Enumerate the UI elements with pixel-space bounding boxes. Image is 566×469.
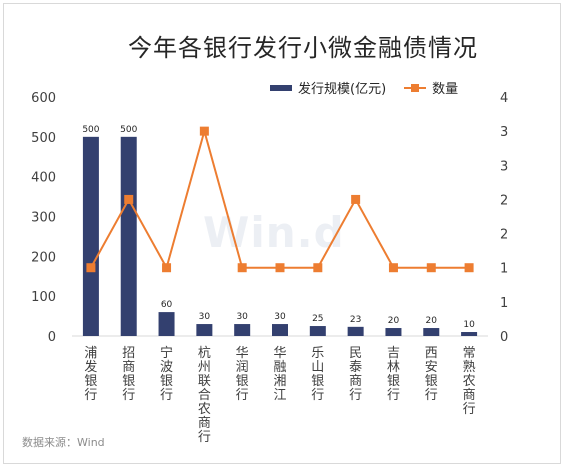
bar-data-label: 20 (388, 316, 400, 326)
bar (385, 328, 402, 336)
bar (461, 332, 478, 336)
y-right-tick-label: 1 (500, 262, 508, 277)
legend-item-scale: 发行规模(亿元) (270, 78, 386, 97)
legend-line-swatch (404, 83, 427, 92)
count-line (90, 127, 470, 271)
y-left-tick-label: 400 (31, 171, 56, 186)
y-left-tick-label: 300 (31, 211, 56, 226)
count-marker (313, 263, 323, 273)
bar-data-label: 25 (312, 314, 323, 324)
count-marker (237, 263, 247, 273)
x-tick-label: 华融湘江 (273, 346, 286, 403)
legend-bar-swatch (270, 84, 292, 91)
y-left-tick-label: 0 (48, 330, 56, 345)
bar-data-label: 60 (161, 300, 173, 310)
bar-data-label: 30 (274, 312, 286, 322)
x-tick-label: 常熟农商行 (463, 346, 476, 417)
y-right-tick-label: 2 (500, 193, 508, 208)
bar (120, 136, 137, 336)
y-right-tick-label: 2 (500, 228, 508, 243)
bar (423, 328, 440, 336)
x-tick-label: 西安银行 (425, 346, 438, 403)
legend: 发行规模(亿元) 数量 (270, 78, 458, 97)
y-left-tick-label: 600 (31, 91, 56, 106)
y-left-tick-label: 200 (31, 250, 56, 265)
x-tick-label: 浦发银行 (84, 346, 97, 403)
bar (309, 326, 326, 336)
source-note: 数据来源：Wind (22, 436, 105, 449)
bar (82, 136, 99, 336)
count-marker (162, 263, 172, 273)
bar (272, 324, 288, 336)
bar-data-label: 23 (350, 315, 361, 325)
bar-data-label: 10 (463, 320, 475, 330)
y-right-tick-label: 1 (500, 296, 508, 311)
x-tick-label: 乐山银行 (311, 346, 324, 403)
y-right-tick-label: 3 (500, 159, 508, 174)
count-marker (199, 126, 209, 136)
count-marker (275, 263, 285, 273)
x-tick-label: 吉林银行 (387, 346, 400, 403)
y-right-tick-label: 4 (500, 91, 508, 106)
count-marker (464, 263, 474, 273)
watermark: Win.d (203, 208, 345, 257)
x-tick-label: 宁波银行 (160, 345, 173, 403)
x-tick-label: 民泰商行 (349, 346, 362, 403)
chart-title: 今年各银行发行小微金融债情况 (128, 34, 478, 62)
bar (196, 324, 213, 336)
legend-item-count: 数量 (404, 78, 458, 97)
bar (158, 312, 175, 336)
count-marker (388, 263, 398, 273)
bar-data-label: 20 (426, 316, 438, 326)
legend-label-scale: 发行规模(亿元) (298, 82, 387, 97)
bar (347, 326, 364, 336)
bar (234, 324, 251, 336)
x-tick-label: 招商银行 (122, 346, 135, 403)
x-tick-label: 华润银行 (236, 346, 249, 403)
bar-data-label: 30 (199, 312, 211, 322)
count-marker (86, 263, 96, 273)
bar-data-label: 500 (120, 125, 137, 135)
count-marker (124, 194, 134, 204)
y-right-tick-label: 0 (500, 330, 508, 345)
count-marker (426, 263, 436, 273)
y-right-tick-label: 3 (500, 125, 508, 140)
legend-label-count: 数量 (432, 82, 459, 97)
bar-data-label: 500 (82, 125, 99, 135)
bar-data-label: 30 (236, 312, 248, 322)
y-left-tick-label: 100 (31, 290, 56, 305)
count-marker (351, 194, 361, 204)
x-tick-label: 杭州联合农商行 (198, 346, 211, 445)
y-left-tick-label: 500 (31, 131, 56, 146)
